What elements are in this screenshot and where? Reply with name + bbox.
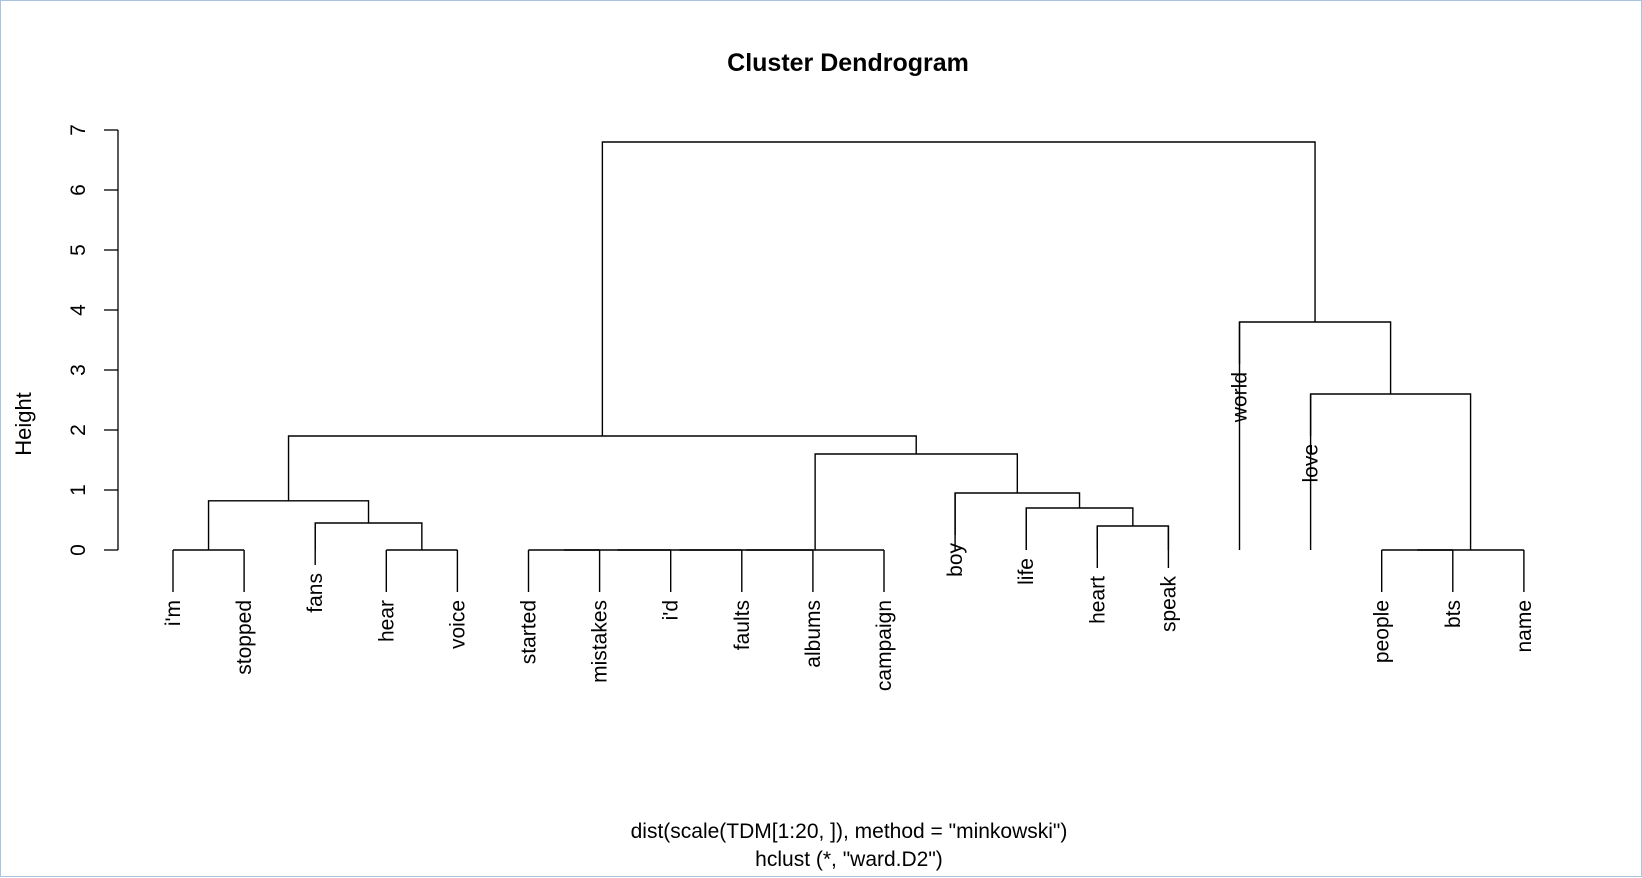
leaf-label: mistakes — [589, 600, 612, 683]
y-tick-label: 0 — [67, 544, 90, 556]
y-tick-label: 1 — [67, 484, 90, 496]
dendrogram-tree — [173, 141, 1524, 551]
x-axis-label-line2: hclust (*, "ward.D2") — [755, 848, 943, 871]
leaf-label: boy — [944, 543, 967, 577]
leaf-label: hear — [375, 600, 398, 642]
chart-title: Cluster Dendrogram — [727, 49, 969, 77]
leaf-label: i'd — [660, 600, 683, 620]
y-axis-label: Height — [11, 392, 36, 456]
leaf-label: faults — [731, 600, 754, 650]
y-tick-label: 7 — [67, 124, 90, 136]
leaf-label: voice — [446, 600, 469, 649]
x-axis-label-line1: dist(scale(TDM[1:20, ]), method = "minko… — [631, 820, 1068, 843]
dendrogram-link — [601, 141, 1316, 436]
dendrogram-link — [207, 500, 370, 550]
leaf-label: love — [1300, 444, 1323, 483]
leaf-label: fans — [304, 573, 327, 613]
leaf-label: bts — [1442, 600, 1465, 628]
dendrogram-link — [1025, 507, 1134, 550]
dendrogram-link — [287, 435, 917, 501]
y-tick-label: 2 — [67, 424, 90, 436]
leaf-label: albums — [802, 600, 825, 668]
y-tick-label: 6 — [67, 184, 90, 196]
leaf-label: heart — [1086, 576, 1109, 624]
dendrogram-link — [1309, 393, 1472, 550]
leaf-labels: i'm stopped fans hear voice started mistakes i'… — [162, 322, 1536, 691]
leaf-label: name — [1513, 600, 1536, 653]
dendrogram-link — [1096, 525, 1170, 550]
y-tick-label: 5 — [67, 244, 90, 256]
leaf-label: people — [1371, 600, 1394, 663]
leaf-label: speak — [1157, 576, 1180, 633]
leaf-label: life — [1015, 558, 1038, 585]
leaf-label: stopped — [233, 600, 256, 675]
dendrogram-link — [314, 522, 423, 550]
y-tick-label: 4 — [67, 304, 90, 316]
dendrogram-link — [1238, 321, 1392, 550]
leaf-label: campaign — [873, 600, 896, 691]
y-tick-label: 3 — [67, 364, 90, 376]
dendrogram-link — [954, 492, 1081, 550]
dendrogram-link — [814, 453, 1019, 550]
leaf-label: started — [518, 600, 541, 664]
leaf-label: i'm — [162, 600, 185, 626]
leaf-label: world — [1229, 372, 1252, 423]
y-axis: 0 1 2 3 4 5 6 7 — [67, 124, 119, 556]
